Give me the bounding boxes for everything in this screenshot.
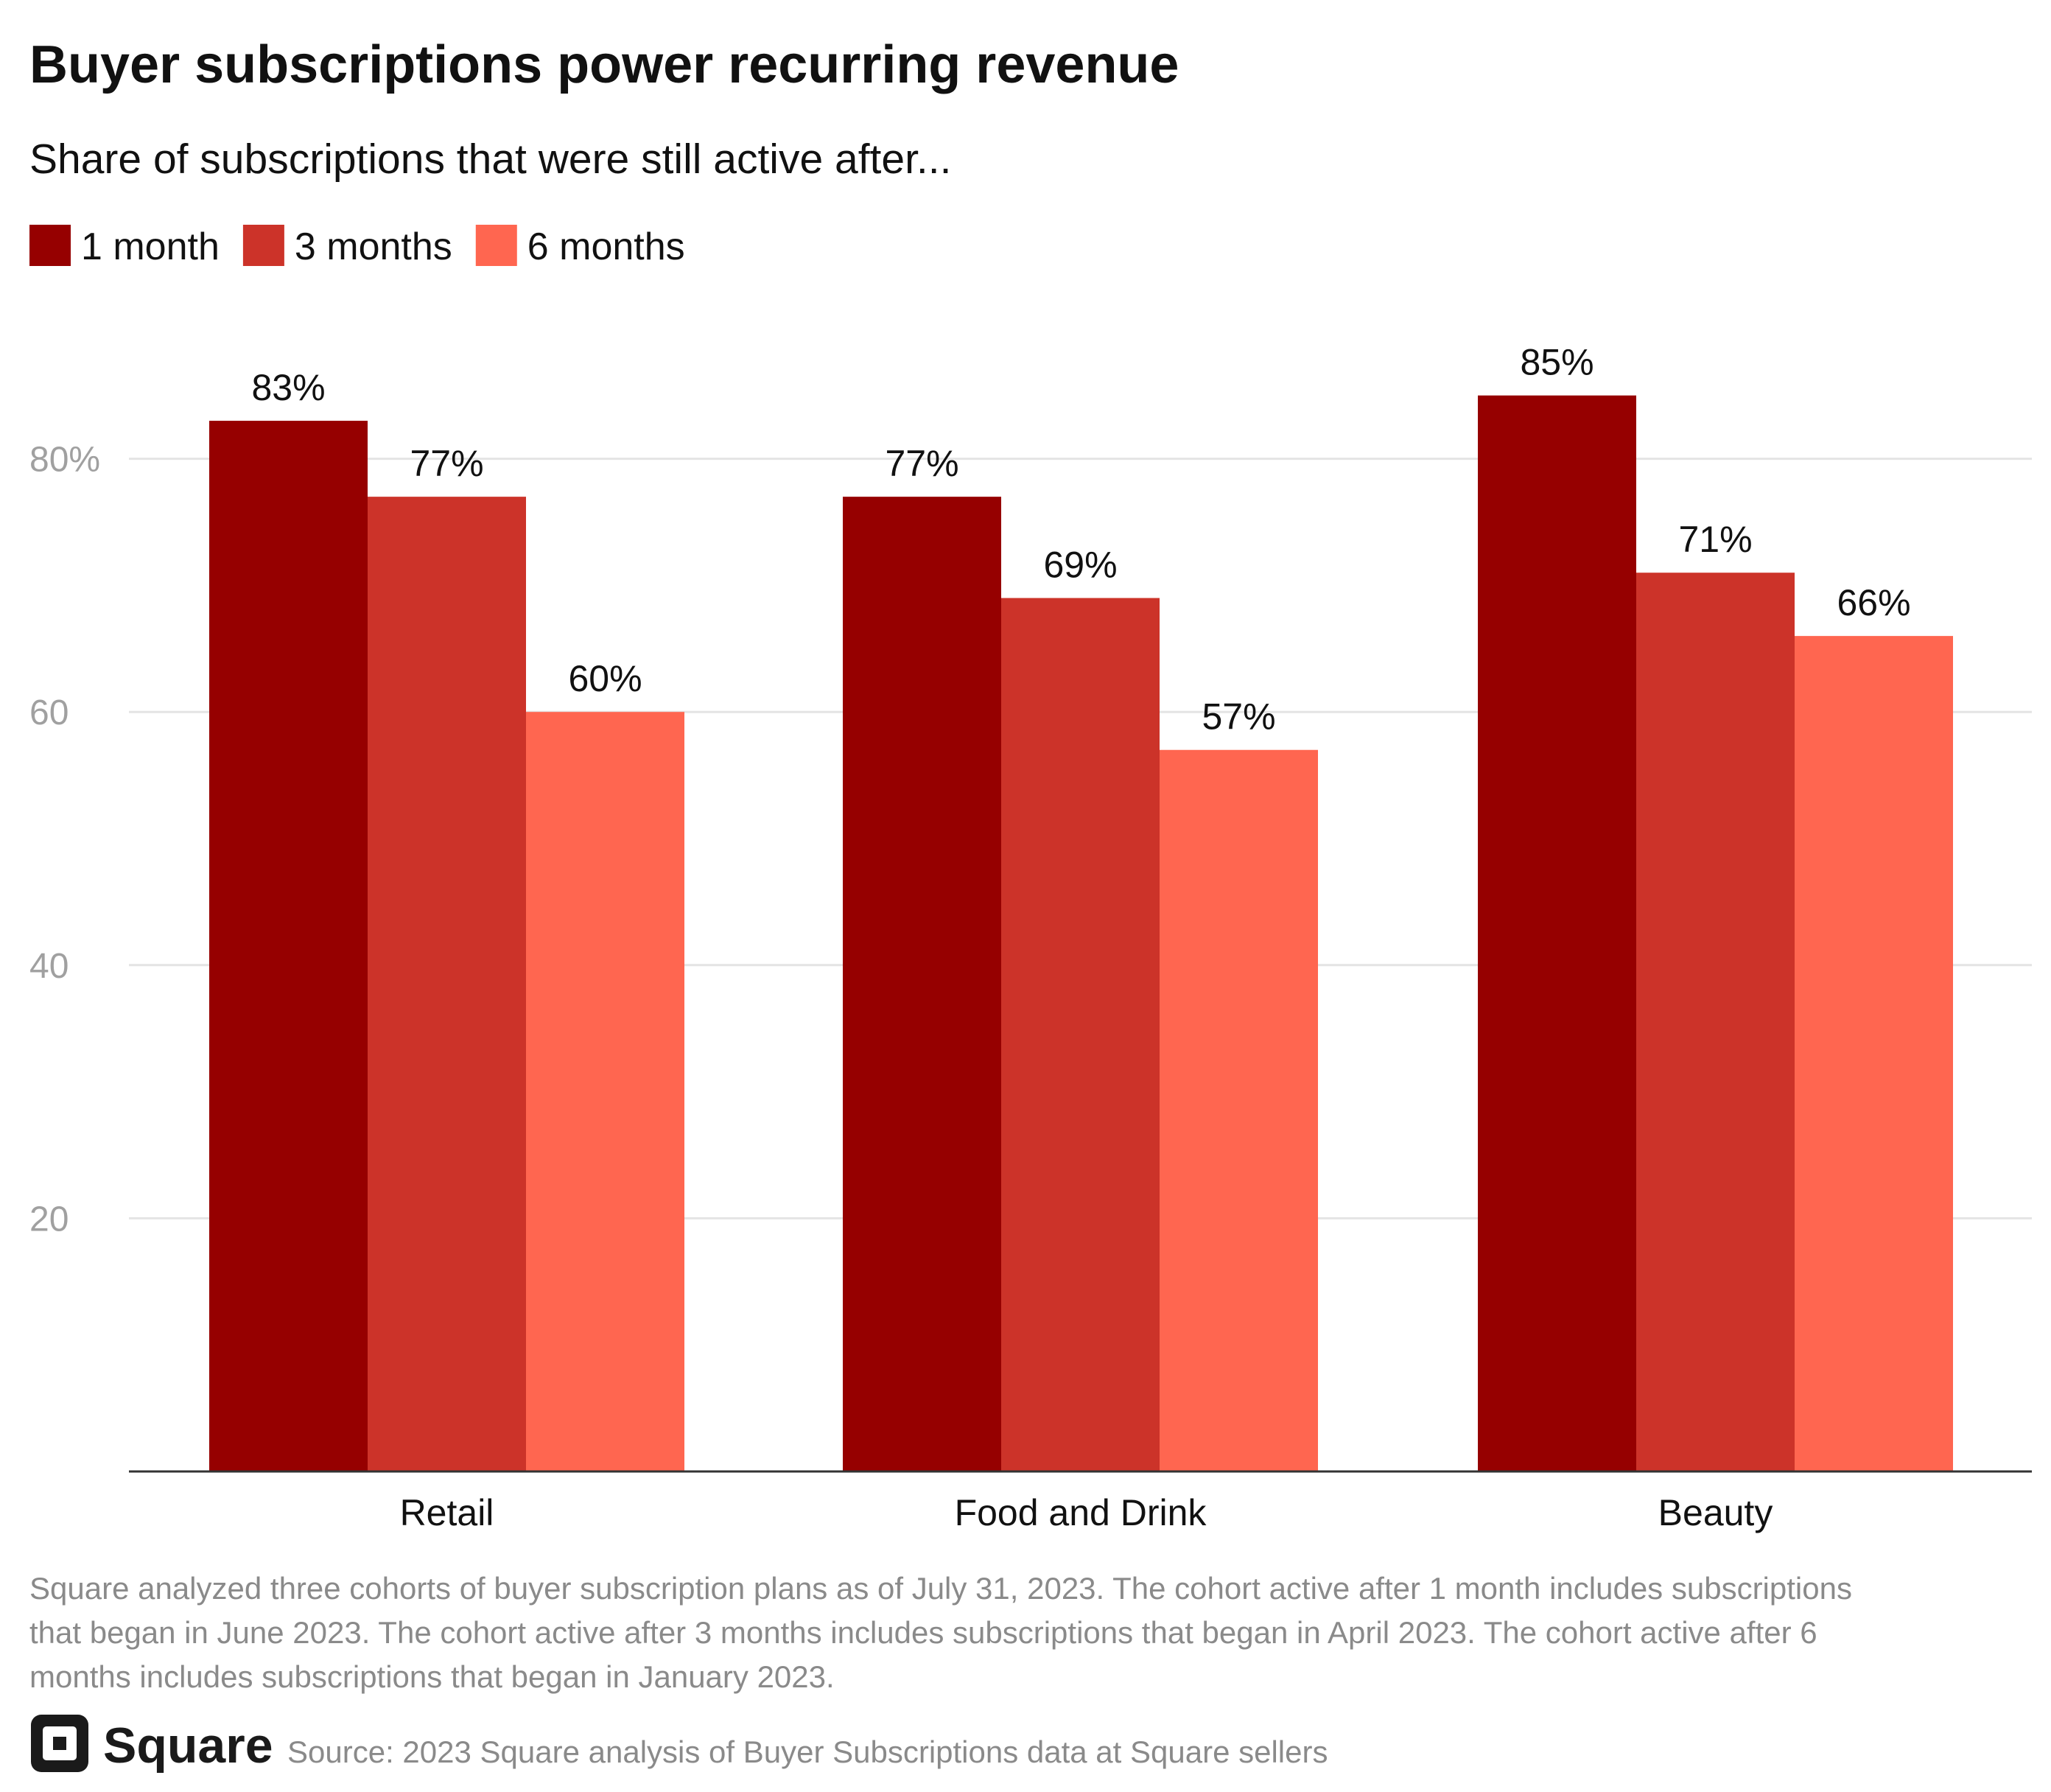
data-label: 71% bbox=[1678, 519, 1752, 560]
data-label: 83% bbox=[251, 367, 325, 408]
data-label: 57% bbox=[1202, 696, 1275, 738]
brand-name: Square bbox=[103, 1718, 273, 1774]
y-tick-label: 40 bbox=[29, 947, 69, 986]
bar bbox=[526, 712, 684, 1472]
bar bbox=[843, 497, 1001, 1471]
y-tick-label: 60 bbox=[29, 693, 69, 732]
footnote-line-1: Square analyzed three cohorts of buyer s… bbox=[29, 1571, 1852, 1606]
category-label: Food and Drink bbox=[955, 1492, 1207, 1533]
footnote-line-3: months includes subscriptions that began… bbox=[29, 1659, 835, 1694]
bar bbox=[368, 497, 526, 1471]
legend-label: 6 months bbox=[527, 225, 685, 268]
square-logo-icon bbox=[31, 1715, 88, 1772]
legend-swatch bbox=[29, 225, 71, 266]
legend-swatch bbox=[475, 225, 517, 266]
legend: 1 month 3 months 6 months bbox=[29, 225, 685, 268]
bar bbox=[1001, 598, 1160, 1471]
bar bbox=[1795, 636, 1953, 1471]
category-label: Beauty bbox=[1658, 1492, 1773, 1533]
category-label: Retail bbox=[400, 1492, 494, 1533]
legend-label: 1 month bbox=[81, 225, 220, 268]
footnote-line-2: that began in June 2023. The cohort acti… bbox=[29, 1615, 1817, 1650]
data-label: 66% bbox=[1837, 582, 1910, 623]
data-label: 85% bbox=[1520, 342, 1594, 383]
category-labels: Retail Food and Drink Beauty bbox=[400, 1492, 1773, 1533]
data-label: 60% bbox=[568, 658, 642, 699]
bar bbox=[1160, 749, 1318, 1471]
legend-label: 3 months bbox=[295, 225, 452, 268]
legend-swatch bbox=[242, 225, 284, 266]
source-note: Source: 2023 Square analysis of Buyer Su… bbox=[287, 1735, 1328, 1769]
data-label: 69% bbox=[1043, 545, 1117, 586]
y-tick-label: 20 bbox=[29, 1200, 69, 1239]
bar bbox=[209, 421, 368, 1471]
data-label: 77% bbox=[885, 443, 958, 484]
bars: 83% 77% 60% 77% 69% 57% 85% 71% 66% bbox=[209, 342, 1953, 1472]
bar bbox=[1478, 395, 1636, 1472]
y-tick-label: 80% bbox=[29, 441, 100, 480]
chart-subtitle: Share of subscriptions that were still a… bbox=[29, 136, 951, 183]
bar bbox=[1636, 573, 1795, 1471]
chart-title: Buyer subscriptions power recurring reve… bbox=[29, 35, 1179, 94]
data-label: 77% bbox=[410, 443, 483, 484]
